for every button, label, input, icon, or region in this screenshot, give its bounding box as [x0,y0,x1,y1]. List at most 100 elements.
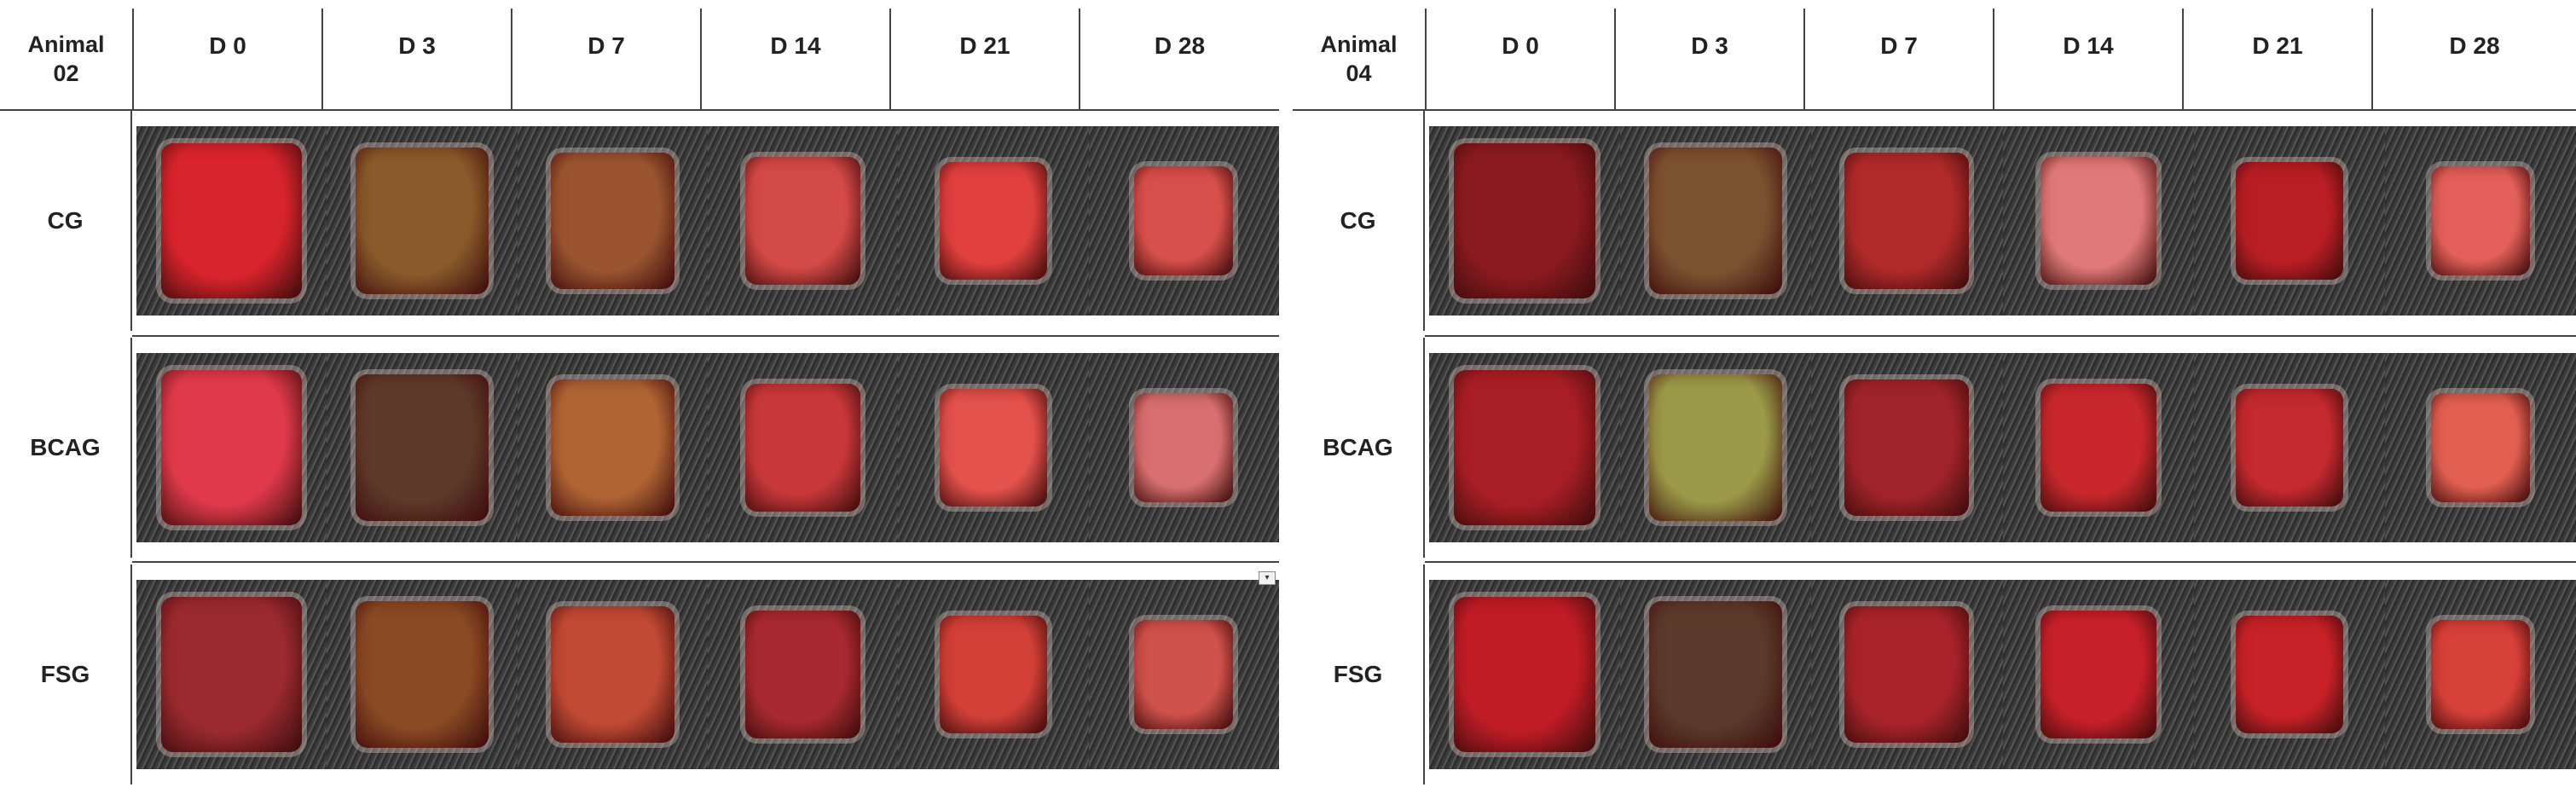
wound-area [744,384,861,512]
group-row-cg: CG [1293,111,2576,331]
wound-area [940,388,1047,507]
animal-label: Animal 04 [1293,9,1425,109]
wound-photo [2193,353,2385,542]
wound-photo [1811,353,2003,542]
chevron-down-icon[interactable]: ▾ [1259,571,1276,585]
day-header: D 7 [511,9,700,109]
row-divider [132,335,1279,337]
wound-photo [2193,580,2385,769]
wound-area [940,161,1047,281]
wound-area [161,369,303,525]
row-divider [132,561,1279,563]
wound-area [2235,161,2343,281]
day-header: D 14 [700,9,889,109]
photo-strip [1429,126,2576,316]
wound-photo [327,580,518,769]
wound-photo [136,126,327,316]
animal-label-line1: Animal [1320,32,1398,57]
wound-area [1844,379,1970,517]
wound-photo [517,126,708,316]
wound-photo [898,126,1089,316]
wound-area [1844,152,1970,290]
wound-photo [707,580,899,769]
wound-area [356,148,489,294]
wound-photo [136,580,327,769]
wound-photo [1429,126,1621,316]
day-header: D 28 [1079,9,1279,109]
day-header: D 14 [1993,9,2182,109]
wound-area [2040,384,2156,512]
wound-area [1134,393,1234,502]
row-divider [1425,335,2576,337]
animal-label-line2: 02 [53,61,79,86]
day-header: D 0 [1425,9,1614,109]
photo-strip [136,353,1279,542]
wound-photo [898,580,1089,769]
wound-area [1134,620,1234,729]
group-row-fsg: FSG [1293,565,2576,785]
wound-area [2235,388,2343,507]
group-row-fsg: FSG [0,565,1279,785]
wound-area [161,596,303,752]
wound-area [1844,605,1970,744]
wound-area [940,615,1047,734]
day-header: D 21 [2182,9,2371,109]
day-header: D 7 [1803,9,1993,109]
day-header: D 3 [1614,9,1803,109]
wound-photo [2384,580,2576,769]
wound-area [744,611,861,738]
wound-area [744,157,861,285]
wound-photo [327,353,518,542]
animal-04-panel: Animal 04 D 0 D 3 D 7 D 14 D 21 D 28 CG … [1293,9,2576,789]
animal-label: Animal 02 [0,9,132,109]
day-header: D 3 [321,9,511,109]
group-label: CG [1293,111,1425,331]
group-label: FSG [1293,565,1425,785]
wound-area [2430,620,2530,729]
wound-photo [2002,580,2194,769]
photo-strip [136,580,1279,769]
animal-label-line2: 04 [1346,61,1372,86]
group-label: FSG [0,565,132,785]
wound-area [550,152,675,290]
group-row-bcag: BCAG [0,338,1279,558]
wound-photo [1620,580,1812,769]
wound-photo [1620,353,1812,542]
wound-area [2430,393,2530,502]
wound-photo [707,353,899,542]
wound-area [1454,142,1596,298]
wound-area [161,142,303,298]
wound-area [1134,166,1234,275]
wound-photo [2384,353,2576,542]
group-label: BCAG [1293,338,1425,558]
wound-photo [1088,126,1279,316]
wound-photo [2384,126,2576,316]
wound-photo [517,580,708,769]
wound-photo [707,126,899,316]
group-row-cg: CG [0,111,1279,331]
wound-photo [1811,126,2003,316]
wound-area [2235,615,2343,734]
wound-photo [1620,126,1812,316]
day-header: D 28 [2371,9,2576,109]
header-row: Animal 02 D 0 D 3 D 7 D 14 D 21 D 28 [0,9,1279,111]
wound-photo [517,353,708,542]
day-header: D 21 [889,9,1079,109]
wound-area [356,374,489,521]
photo-strip [136,126,1279,316]
wound-photo [898,353,1089,542]
header-row: Animal 04 D 0 D 3 D 7 D 14 D 21 D 28 [1293,9,2576,111]
wound-area [1649,601,1783,748]
wound-area [2040,611,2156,738]
wound-area [356,601,489,748]
group-row-bcag: BCAG [1293,338,2576,558]
wound-area [2430,166,2530,275]
wound-photo [1088,353,1279,542]
wound-area [550,605,675,744]
wound-photo [1811,580,2003,769]
wound-photo [1088,580,1279,769]
wound-area [1649,148,1783,294]
wound-photo [1429,580,1621,769]
wound-area [1649,374,1783,521]
wound-area [1454,596,1596,752]
